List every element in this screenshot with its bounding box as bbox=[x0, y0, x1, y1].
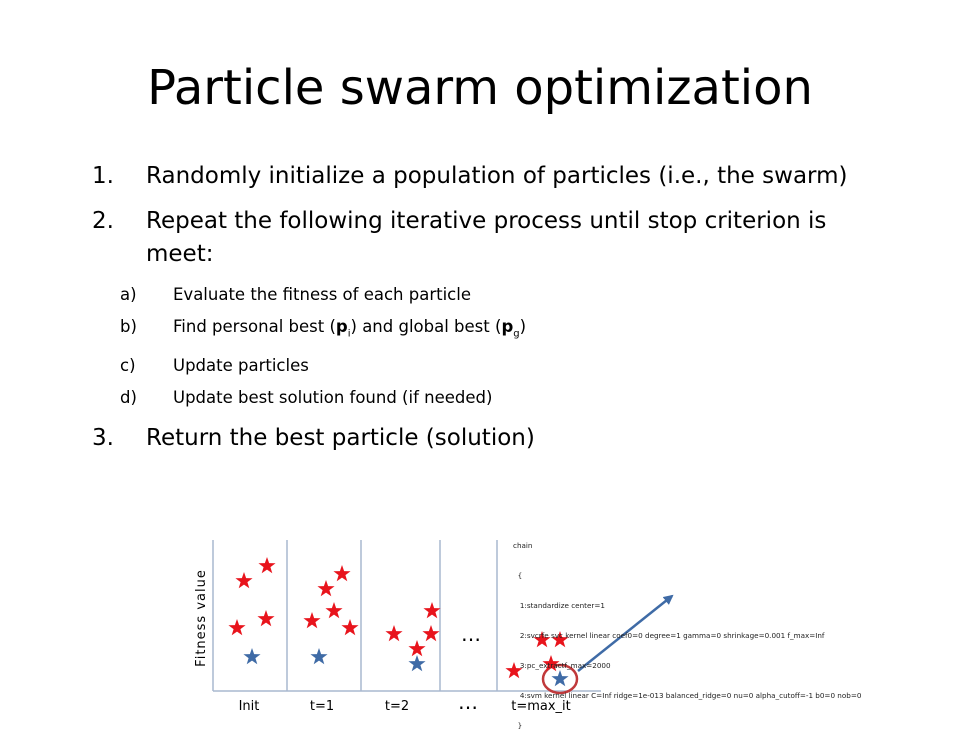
x-label-ellipsis: … bbox=[458, 690, 478, 714]
particle-star bbox=[408, 640, 426, 657]
particle-star bbox=[341, 619, 359, 636]
particle-star bbox=[385, 625, 403, 642]
swarm-diagram: Fitness value Init t=1 t=2 … t=max_it … bbox=[194, 540, 674, 714]
code-line-4: 2:svcrfe svc kernel linear coef0=0 degre… bbox=[513, 631, 825, 640]
substep-c-text: Update particles bbox=[173, 356, 309, 376]
particle-star bbox=[235, 572, 253, 589]
substep-b: b) Find personal best (pi) and global be… bbox=[92, 316, 852, 345]
step-2-number: 2. bbox=[92, 208, 114, 234]
particle-star bbox=[228, 619, 246, 636]
best-particle-star bbox=[408, 655, 426, 672]
best-particle-circle bbox=[541, 663, 579, 695]
substep-b-text: Find personal best (pi) and global best … bbox=[173, 317, 527, 340]
particle-star bbox=[333, 565, 351, 582]
particle-star bbox=[325, 602, 343, 619]
code-line-3: 1:standardize center=1 bbox=[513, 601, 605, 610]
code-line-2: { bbox=[513, 571, 523, 580]
code-line-5: 3:pc_extractf_max=2000 bbox=[513, 661, 611, 670]
x-label-tmax: t=max_it bbox=[511, 699, 571, 714]
particle-stars bbox=[228, 557, 569, 687]
substep-a-number: a) bbox=[120, 285, 137, 304]
step-1: 1. Randomly initialize a population of p… bbox=[92, 160, 852, 193]
step-3-number: 3. bbox=[92, 425, 114, 452]
particle-star bbox=[317, 580, 335, 597]
best-particle-star bbox=[551, 670, 569, 687]
substep-c: c) Update particles bbox=[92, 355, 852, 377]
best-particle-star bbox=[243, 648, 261, 665]
step-1-number: 1. bbox=[92, 163, 114, 189]
step-3: 3. Return the best particle (solution) bbox=[92, 422, 852, 455]
code-line-1: chain bbox=[513, 541, 533, 550]
particle-star bbox=[423, 602, 441, 619]
step-2-text: Repeat the following iterative process u… bbox=[146, 208, 827, 267]
particle-star bbox=[257, 610, 275, 627]
step-1-text: Randomly initialize a population of part… bbox=[146, 163, 848, 189]
column-ellipsis: … bbox=[461, 622, 481, 646]
best-particle-star bbox=[310, 648, 328, 665]
step-2: 2. Repeat the following iterative proces… bbox=[92, 205, 852, 271]
substep-b-number: b) bbox=[120, 317, 137, 336]
substep-a: a) Evaluate the fitness of each particle bbox=[92, 284, 852, 306]
particle-star bbox=[422, 625, 440, 642]
solution-arrow bbox=[577, 594, 674, 672]
particle-star bbox=[505, 662, 523, 679]
particle-star bbox=[551, 631, 569, 648]
x-label-init: Init bbox=[239, 699, 260, 714]
substep-a-text: Evaluate the fitness of each particle bbox=[173, 285, 471, 304]
slide-title: Particle swarm optimization bbox=[147, 60, 813, 116]
substep-d-text: Update best solution found (if needed) bbox=[173, 388, 493, 408]
y-axis-label: Fitness value bbox=[194, 569, 209, 667]
x-label-t1: t=1 bbox=[310, 699, 334, 714]
step-3-text: Return the best particle (solution) bbox=[146, 425, 535, 452]
x-label-t2: t=2 bbox=[385, 699, 409, 714]
particle-star bbox=[533, 631, 551, 648]
particle-star bbox=[258, 557, 276, 574]
particle-star bbox=[542, 655, 560, 672]
code-line-7: } bbox=[513, 721, 523, 730]
step-list: 1. Randomly initialize a population of p… bbox=[92, 160, 852, 455]
code-line-6: 4:svm kernel linear C=Inf ridge=1e-013 b… bbox=[513, 691, 862, 700]
substep-d: d) Update best solution found (if needed… bbox=[92, 387, 852, 409]
substep-d-number: d) bbox=[120, 388, 137, 408]
particle-star bbox=[303, 612, 321, 629]
solution-code: chain { 1:standardize center=1 2:svcrfe … bbox=[513, 521, 861, 741]
substep-c-number: c) bbox=[120, 356, 136, 376]
